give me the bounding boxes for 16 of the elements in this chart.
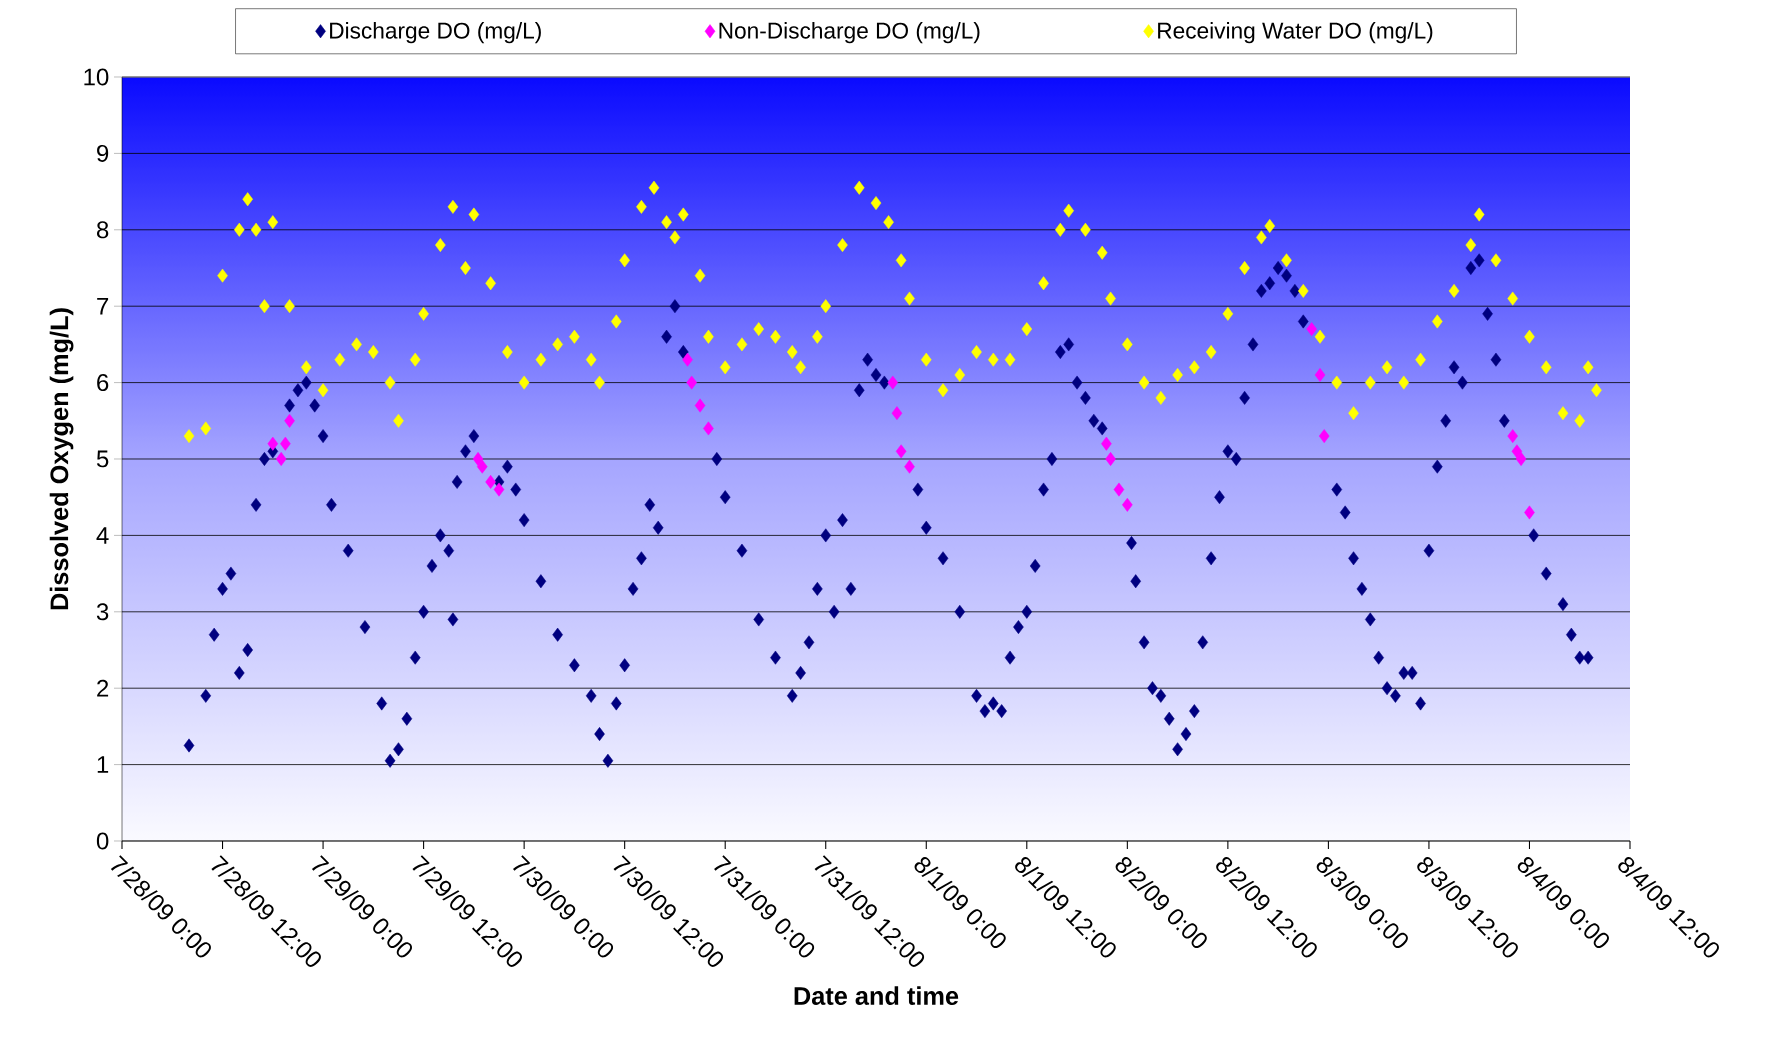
y-tick-label: 3 xyxy=(96,603,109,621)
legend-label: Non-Discharge DO (mg/L) xyxy=(719,22,980,44)
legend-label: Receiving Water DO (mg/L) xyxy=(1158,22,1433,44)
y-tick-label: 8 xyxy=(96,221,109,239)
y-tick-label: 1 xyxy=(97,756,109,773)
y-tick-label: 2 xyxy=(97,679,109,697)
x-axis-title: Date and time xyxy=(794,986,959,1005)
legend-label: Discharge DO (mg/L) xyxy=(330,22,541,44)
y-tick-label: 4 xyxy=(96,527,109,544)
y-tick-label: 5 xyxy=(96,450,109,468)
y-tick-label: 0 xyxy=(96,832,109,850)
y-axis-title: Dissolved Oxygen (mg/L) xyxy=(49,308,74,610)
y-tick-label: 7 xyxy=(97,297,109,315)
y-tick-label: 10 xyxy=(84,68,109,86)
y-tick-label: 9 xyxy=(97,144,109,162)
y-tick-label: 6 xyxy=(97,374,109,392)
